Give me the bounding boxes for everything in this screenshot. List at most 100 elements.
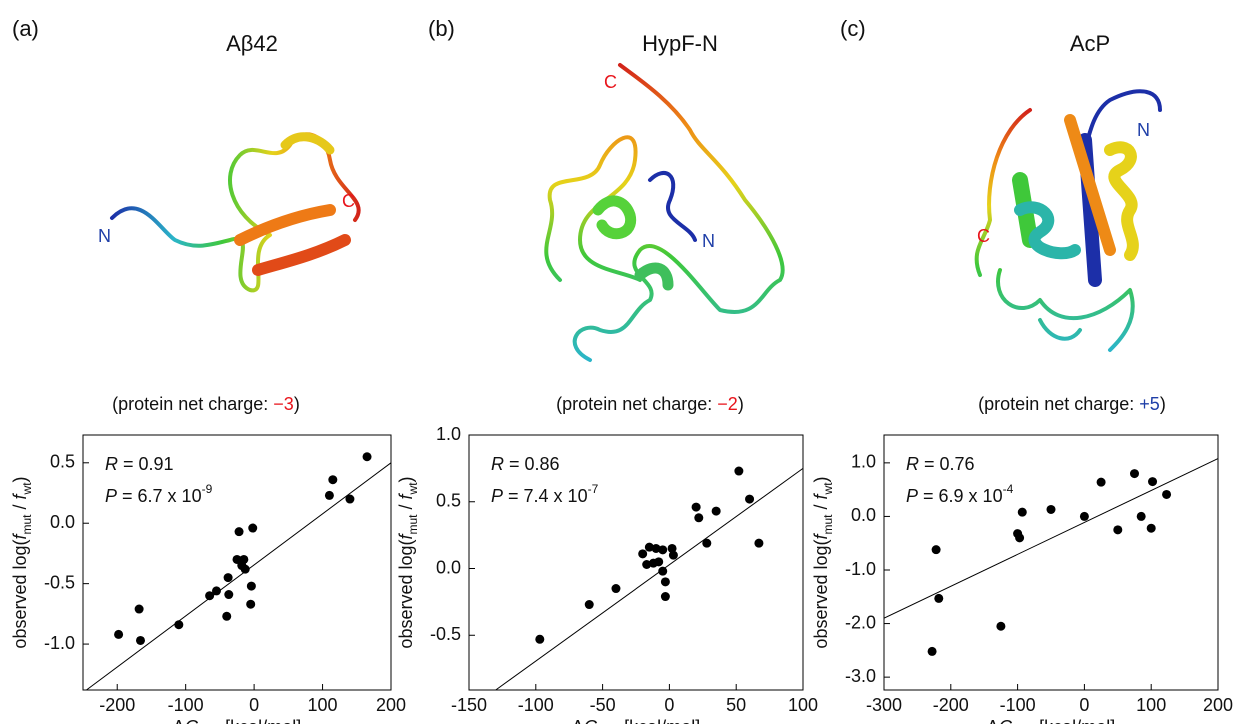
data-point	[694, 513, 704, 523]
data-point	[931, 545, 941, 555]
data-point	[702, 538, 712, 548]
x-axis-label-part: Δ	[572, 717, 584, 724]
data-point	[584, 600, 594, 610]
p-annotation: P = 7.4 x 10-7	[491, 482, 599, 506]
x-tick-label: -150	[451, 695, 487, 715]
x-tick-label: 100	[788, 695, 818, 715]
x-axis-label-part: Δ	[987, 717, 999, 724]
data-point	[745, 494, 755, 504]
data-point	[224, 590, 234, 600]
y-axis-label-part: wt	[821, 482, 835, 496]
net-charge-part: (protein net charge:	[112, 394, 273, 414]
r-annotation-part: R	[491, 454, 504, 474]
y-axis-label-part: f	[396, 492, 416, 499]
data-point	[658, 566, 668, 576]
y-axis-label-part: mut	[406, 514, 420, 535]
p-annotation-part: = 7.4 x 10	[503, 486, 588, 506]
x-tick-label: -300	[866, 695, 902, 715]
data-point	[611, 584, 621, 594]
structure-title: AcP	[1070, 31, 1110, 56]
data-point	[996, 621, 1006, 631]
data-point	[1148, 477, 1158, 487]
net-charge: (protein net charge: −2)	[556, 394, 744, 414]
data-point	[535, 634, 545, 644]
data-point	[114, 629, 124, 639]
y-tick-label: 0.0	[436, 557, 461, 577]
x-tick-label: 0	[664, 695, 674, 715]
y-axis-label-part: wt	[406, 482, 420, 496]
data-point	[754, 538, 764, 548]
net-charge-part: )	[294, 394, 300, 414]
x-axis-label-part: [kcal/mol]	[1034, 717, 1115, 724]
p-annotation-part: P	[491, 486, 503, 506]
fit-line	[86, 462, 392, 691]
data-point	[642, 560, 652, 570]
x-axis-label-part: G	[185, 717, 199, 724]
data-point	[711, 506, 721, 516]
y-axis-label-part: f	[10, 492, 30, 499]
x-tick-label: 200	[376, 695, 406, 715]
p-annotation-part: -9	[202, 482, 213, 496]
y-axis-label-part: f	[10, 532, 30, 539]
structure-title: Aβ42	[226, 31, 278, 56]
x-tick-label: -100	[518, 695, 554, 715]
x-axis-label-part: G	[584, 717, 598, 724]
x-tick-label: -50	[590, 695, 616, 715]
y-tick-label: -1.0	[44, 633, 75, 653]
y-axis-label-part: /	[10, 499, 30, 514]
n-terminus: N	[98, 226, 111, 246]
data-point	[651, 543, 661, 553]
c-terminus: C	[342, 191, 355, 211]
y-axis-label-part: )	[10, 476, 30, 482]
data-point	[1015, 533, 1025, 543]
data-point	[644, 542, 654, 552]
n-terminus: N	[1137, 120, 1150, 140]
c-terminus: C	[977, 226, 990, 246]
net-charge-part: (protein net charge:	[978, 394, 1139, 414]
data-point	[174, 620, 184, 630]
x-tick-label: 100	[308, 695, 338, 715]
y-tick-label: -3.0	[845, 666, 876, 686]
fit-line	[883, 458, 1219, 619]
panel-label: (a)	[12, 16, 39, 41]
x-tick-label: 0	[1079, 695, 1089, 715]
y-tick-label: 0.0	[50, 512, 75, 532]
data-point	[654, 557, 664, 567]
y-tick-label: 1.0	[436, 424, 461, 444]
data-point	[1096, 477, 1106, 487]
data-point	[134, 604, 144, 614]
x-tick-label: -200	[99, 695, 135, 715]
net-charge-part: −3	[273, 394, 294, 414]
y-tick-label: 0.5	[50, 452, 75, 472]
y-axis-label-part: )	[396, 476, 416, 482]
y-axis-label-part: observed log(	[811, 539, 831, 648]
data-point	[1017, 507, 1027, 517]
data-point	[660, 592, 670, 602]
x-tick-label: -100	[1000, 695, 1036, 715]
net-charge-part: (protein net charge:	[556, 394, 717, 414]
data-point	[345, 494, 355, 504]
data-point	[246, 581, 256, 591]
net-charge-part: )	[738, 394, 744, 414]
net-charge-part: +5	[1139, 394, 1160, 414]
net-charge: (protein net charge: +5)	[978, 394, 1166, 414]
data-point	[1079, 511, 1089, 521]
structure-a	[110, 132, 361, 293]
net-charge-part: −2	[717, 394, 738, 414]
data-point	[232, 554, 242, 564]
y-tick-label: -2.0	[845, 612, 876, 632]
plot-frame	[883, 434, 1219, 691]
p-annotation-part: P	[906, 486, 918, 506]
x-axis-label-part: Δ	[173, 717, 185, 724]
structure-b	[544, 63, 785, 362]
x-axis-label-part: G	[999, 717, 1013, 724]
data-point	[246, 599, 256, 609]
data-point	[234, 527, 244, 537]
x-axis-label-part: [kcal/mol]	[220, 717, 301, 724]
y-axis-label-part: /	[811, 499, 831, 514]
data-point	[734, 466, 744, 476]
p-annotation-part: P	[105, 486, 117, 506]
y-axis-label-part: mut	[20, 514, 34, 535]
plot-frame	[468, 434, 804, 691]
y-tick-label: -0.5	[430, 624, 461, 644]
